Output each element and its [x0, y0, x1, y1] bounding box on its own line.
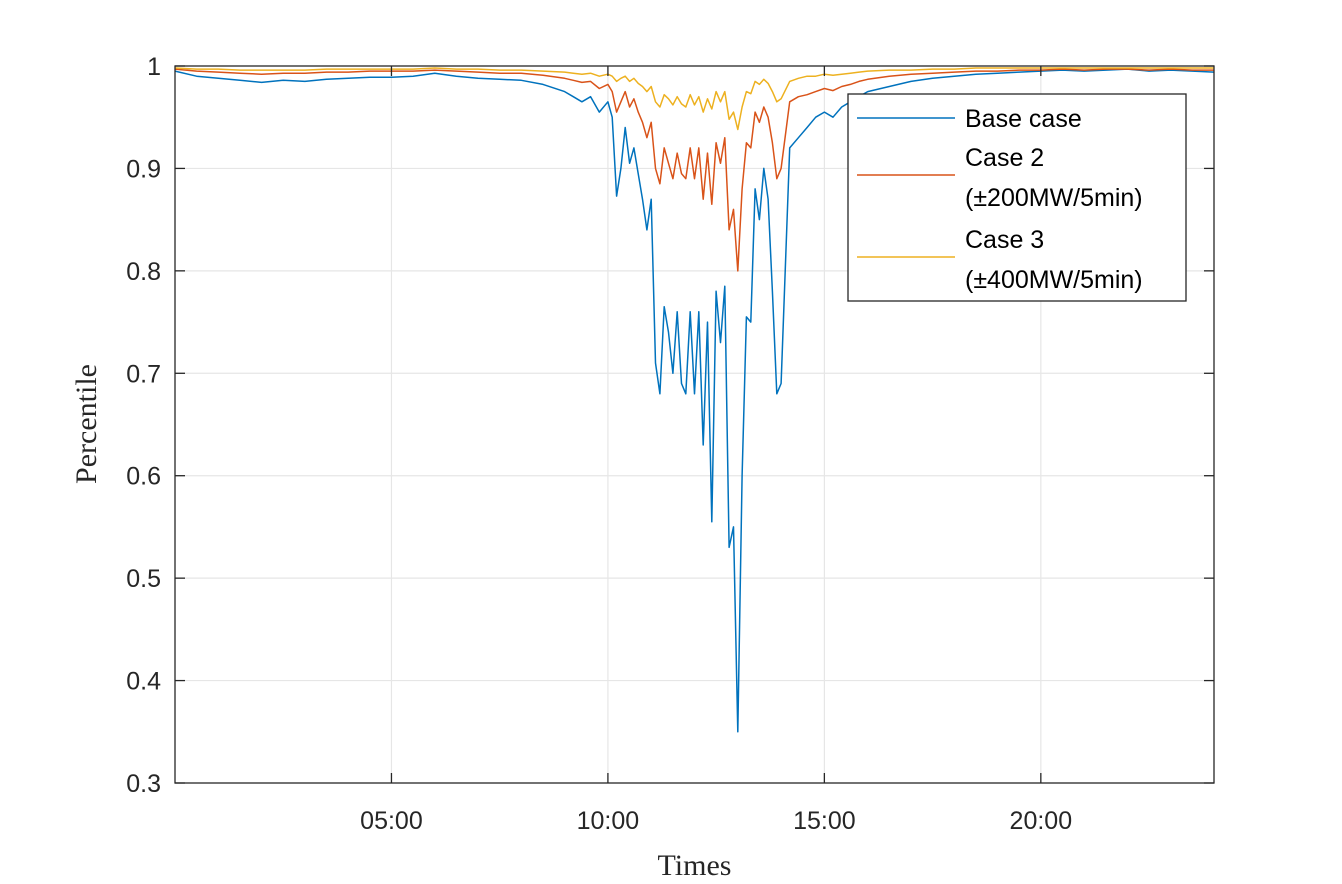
legend-label-case-2-line2: (±200MW/5min): [965, 184, 1143, 212]
y-axis-title: Percentile: [70, 364, 103, 484]
x-tick-label: 15:00: [793, 807, 856, 835]
x-axis-ticks: 05:00 10:00 15:00 20:00: [360, 66, 1072, 835]
grid-lines: [175, 66, 1214, 783]
x-axis-title: Times: [658, 849, 732, 882]
y-tick-label: 0.6: [126, 463, 161, 491]
y-tick-label: 0.8: [126, 258, 161, 286]
legend-label-case-2-line1: Case 2: [965, 144, 1044, 172]
x-tick-label: 05:00: [360, 807, 423, 835]
axes: [174, 65, 1215, 784]
legend-label-case-3-line2: (±400MW/5min): [965, 266, 1143, 294]
legend-box: [847, 93, 1187, 302]
y-tick-label: 0.3: [126, 770, 161, 798]
legend: Base case Case 2 (±200MW/5min) Case 3 (±…: [847, 93, 1187, 302]
legend-label-case-3: Case 3 (±400MW/5min): [965, 226, 1143, 294]
series-lines: [174, 67, 1215, 733]
series-line-base-case: [174, 68, 1215, 733]
y-tick-label: 0.9: [126, 155, 161, 183]
x-tick-label: 20:00: [1010, 807, 1073, 835]
legend-label-case-2: Case 2 (±200MW/5min): [965, 144, 1143, 212]
legend-label-case-3-line1: Case 3: [965, 226, 1044, 254]
y-tick-label: 0.7: [126, 360, 161, 388]
y-tick-label: 1: [147, 53, 161, 81]
plot-area-frame: [174, 65, 1215, 784]
y-axis-ticks: 0.3 0.4 0.5 0.6 0.7 0.8 0.9 1: [126, 53, 1214, 798]
y-tick-label: 0.4: [126, 668, 161, 696]
y-tick-label: 0.5: [126, 565, 161, 593]
series-line-case-3: [174, 67, 1214, 131]
legend-label-base-case: Base case: [965, 105, 1082, 133]
series-line-case-2: [174, 68, 1214, 272]
x-tick-label: 10:00: [577, 807, 640, 835]
